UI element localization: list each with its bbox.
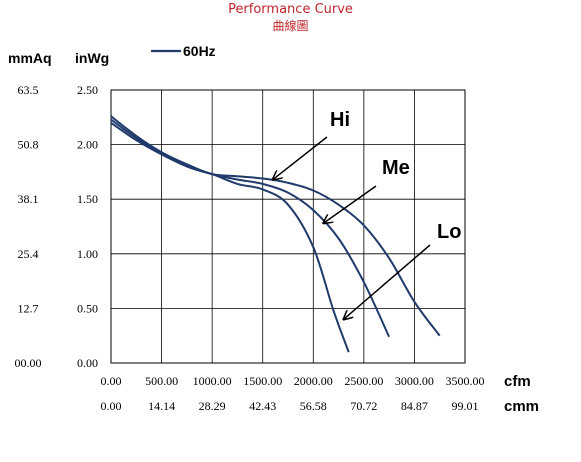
annotation-arrow bbox=[344, 244, 431, 319]
curve-hi bbox=[110, 115, 441, 337]
x-tick-cmm: 70.72 bbox=[350, 399, 377, 413]
chart-title: Performance Curve bbox=[228, 2, 353, 17]
x-tick-cfm: 0.00 bbox=[101, 374, 122, 388]
curves bbox=[110, 115, 441, 353]
annotations: Hi Me Lo bbox=[273, 109, 461, 319]
plot-frame bbox=[110, 89, 466, 364]
annotation-arrow bbox=[273, 136, 328, 180]
legend-label: 60Hz bbox=[183, 43, 216, 59]
legend: 60Hz bbox=[151, 43, 216, 59]
annotation-me: Me bbox=[382, 157, 410, 179]
tick-labels: 0.000.00500.0014.141000.0028.291500.0042… bbox=[8, 50, 539, 415]
y-tick-mmaq: 00.00 bbox=[15, 356, 42, 370]
x-tick-cmm: 99.01 bbox=[452, 399, 479, 413]
y-tick-mmaq: 25.4 bbox=[18, 247, 39, 261]
chart-subtitle: 曲線圖 bbox=[272, 19, 309, 33]
y-tick-inwg: 0.50 bbox=[77, 301, 98, 315]
annotation-hi: Hi bbox=[330, 109, 350, 131]
x-tick-cfm: 2000.00 bbox=[294, 374, 333, 388]
y-tick-mmaq: 63.5 bbox=[18, 83, 39, 97]
curve-me bbox=[110, 118, 391, 338]
y-tick-inwg: 1.00 bbox=[77, 247, 98, 261]
x-tick-cfm: 2500.00 bbox=[344, 374, 383, 388]
grid bbox=[110, 89, 466, 364]
x-tick-cfm: 1000.00 bbox=[193, 374, 232, 388]
y-unit-inwg: inWg bbox=[75, 50, 109, 66]
x-unit-cfm: cfm bbox=[504, 373, 531, 390]
x-tick-cfm: 3500.00 bbox=[446, 374, 485, 388]
x-tick-cmm: 0.00 bbox=[101, 399, 122, 413]
y-tick-inwg: 0.00 bbox=[77, 356, 98, 370]
annotation-arrow bbox=[323, 185, 377, 223]
y-tick-inwg: 2.50 bbox=[77, 83, 98, 97]
y-tick-mmaq: 12.7 bbox=[18, 301, 39, 315]
x-tick-cmm: 56.58 bbox=[300, 399, 327, 413]
x-tick-cfm: 1500.00 bbox=[243, 374, 282, 388]
y-tick-mmaq: 38.1 bbox=[18, 192, 39, 206]
annotation-lo: Lo bbox=[437, 221, 461, 243]
y-tick-inwg: 1.50 bbox=[77, 192, 98, 206]
x-tick-cfm: 3000.00 bbox=[395, 374, 434, 388]
x-tick-cmm: 84.87 bbox=[401, 399, 428, 413]
x-tick-cmm: 14.14 bbox=[148, 399, 175, 413]
x-tick-cmm: 42.43 bbox=[249, 399, 276, 413]
x-unit-cmm: cmm bbox=[504, 398, 539, 415]
y-tick-inwg: 2.00 bbox=[77, 138, 98, 152]
y-tick-mmaq: 50.8 bbox=[18, 138, 39, 152]
x-tick-cmm: 28.29 bbox=[199, 399, 226, 413]
curve-lo bbox=[110, 121, 350, 353]
y-unit-mmaq: mmAq bbox=[8, 50, 52, 66]
x-tick-cfm: 500.00 bbox=[145, 374, 178, 388]
